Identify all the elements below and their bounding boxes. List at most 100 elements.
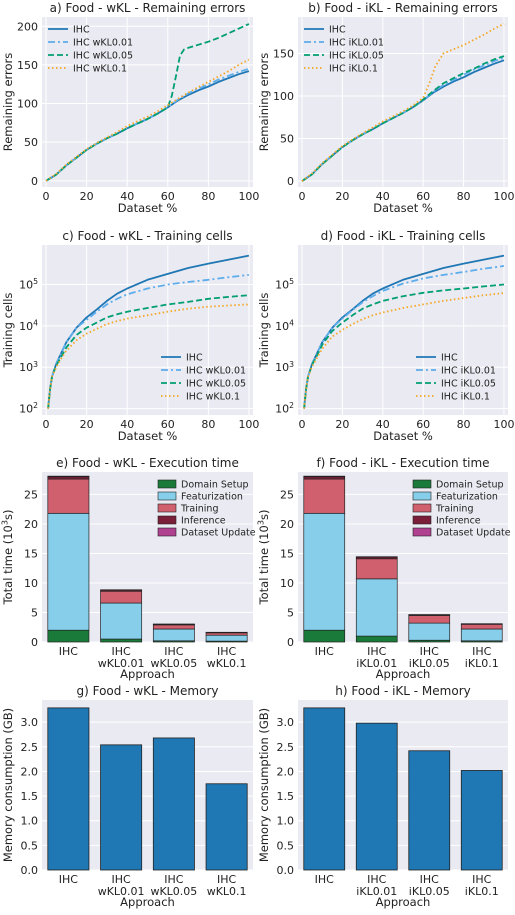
- legend-label: IHC iKL0.01: [329, 38, 384, 49]
- x-tick-label: 60: [416, 418, 430, 431]
- x-tick-label: IHC: [59, 645, 79, 658]
- y-tick-label: 0: [31, 175, 38, 188]
- bar-segment: [100, 638, 143, 643]
- bar-segment: [152, 628, 195, 642]
- x-tick-label: 80: [457, 418, 471, 431]
- x-tick-label: iKL0.1: [465, 657, 499, 670]
- x-tick-label: 40: [120, 190, 134, 203]
- x-tick-label: IHC: [472, 645, 492, 658]
- x-axis-label: Approach: [120, 667, 175, 681]
- legend-label: Training: [435, 504, 474, 515]
- x-tick-label: IHC: [315, 873, 335, 886]
- y-tick-label: 150: [273, 48, 294, 61]
- y-tick-label: 2.5: [21, 741, 39, 754]
- y-tick-label: 100: [273, 90, 294, 103]
- x-tick-label: IHC: [472, 873, 492, 886]
- x-tick-label: 20: [335, 418, 349, 431]
- bar: [47, 707, 90, 871]
- legend-swatch: [412, 527, 432, 537]
- legend-label: Domain Setup: [181, 480, 249, 491]
- series-line: [47, 254, 250, 409]
- x-axis-label: Dataset %: [373, 429, 433, 443]
- x-tick-label: IHC: [164, 873, 184, 886]
- x-tick-label: iKL0.05: [409, 657, 450, 670]
- bar-segment: [303, 629, 346, 643]
- x-tick-label: IHC: [217, 645, 237, 658]
- y-tick-label: 15: [280, 547, 294, 560]
- y-tick-label: 0: [287, 636, 294, 649]
- bar-segment: [408, 615, 451, 624]
- legend-label: IHC iKL0.05: [441, 379, 496, 390]
- legend-label: IHC wKL0.01: [186, 366, 246, 377]
- y-tick-label: 102: [19, 401, 38, 415]
- y-axis-label: Training cells: [257, 293, 271, 369]
- y-axis-label: Total time (103s): [256, 510, 271, 606]
- legend-label: IHC: [329, 25, 346, 36]
- legend-swatch: [157, 479, 177, 489]
- chart-title: g) Food - wKL - Memory: [77, 684, 219, 698]
- y-tick-label: 0.5: [21, 839, 39, 852]
- bar-segment: [205, 632, 248, 636]
- x-tick-label: 20: [80, 190, 94, 203]
- y-tick-label: 20: [24, 518, 38, 531]
- bar-segment: [100, 590, 143, 604]
- y-axis-label: Remaining errors: [257, 53, 271, 152]
- legend-swatch: [412, 515, 432, 525]
- bar-segment: [100, 602, 143, 640]
- y-axis-label: Total time (103s): [0, 510, 15, 606]
- chart-title: e) Food - wKL - Execution time: [56, 456, 239, 470]
- y-tick-label: 0: [287, 175, 294, 188]
- chart-title: f) Food - iKL - Execution time: [316, 456, 489, 470]
- chart-title: b) Food - iKL - Remaining errors: [308, 1, 498, 15]
- y-axis-label: Memory consumption (GB): [257, 708, 271, 862]
- legend-label: IHC iKL0.05: [329, 51, 384, 62]
- legend-swatch: [412, 491, 432, 501]
- chart-b: b) Food - iKL - Remaining errors 0 50 100 15…: [257, 1, 514, 215]
- x-tick-label: 100: [238, 190, 259, 203]
- legend-label: IHC iKL0.1: [329, 64, 378, 75]
- bar-segment: [303, 512, 346, 631]
- bar-segment: [355, 578, 398, 637]
- legend-swatch: [157, 503, 177, 513]
- chart-title: h) Food - iKL - Memory: [335, 684, 471, 698]
- series-line: [303, 283, 505, 409]
- series-line: [47, 274, 250, 409]
- legend-swatch: [412, 503, 432, 513]
- bar-segment: [408, 622, 451, 641]
- x-tick-label: 0: [299, 190, 306, 203]
- series-line: [47, 303, 249, 409]
- y-tick-label: 104: [275, 318, 294, 332]
- series-line: [301, 22, 505, 182]
- x-axis-label: Approach: [120, 895, 175, 909]
- x-tick-label: IHC: [367, 873, 387, 886]
- y-tick-label: 25: [24, 488, 38, 501]
- x-tick-label: IHC: [112, 645, 132, 658]
- x-tick-label: IHC: [217, 873, 237, 886]
- x-tick-label: iKL0.01: [356, 885, 397, 898]
- x-axis-label: Dataset %: [118, 429, 178, 443]
- y-tick-label: 103: [275, 360, 294, 374]
- bar-segment: [460, 628, 503, 642]
- y-tick-label: 5: [287, 606, 294, 619]
- x-tick-label: wKL0.05: [150, 885, 197, 898]
- bar-segment: [303, 476, 346, 480]
- bar-segment: [303, 478, 346, 514]
- chart-g: g) Food - wKL - Memory 0.0 0.5 1.0 1.5 2.0 2.5…: [1, 684, 253, 909]
- bar: [460, 770, 503, 871]
- chart-c: c) Food - wKL - Training cells 102 103 104 1…: [1, 229, 259, 443]
- x-tick-label: iKL0.1: [465, 885, 499, 898]
- series-line: [45, 58, 250, 182]
- legend-label: Dataset Update: [436, 528, 511, 539]
- y-tick-label: 0.0: [277, 864, 295, 877]
- bar-segment: [355, 558, 398, 580]
- legend-label: IHC wKL0.01: [73, 38, 133, 49]
- y-tick-label: 102: [275, 401, 294, 415]
- y-tick-label: 3.0: [21, 716, 39, 729]
- bar-segment: [47, 478, 90, 514]
- legend-label: Training: [180, 504, 219, 515]
- series-line: [303, 265, 505, 409]
- y-tick-label: 2.0: [277, 765, 295, 778]
- bar-segment: [47, 475, 90, 478]
- x-tick-label: 60: [416, 190, 430, 203]
